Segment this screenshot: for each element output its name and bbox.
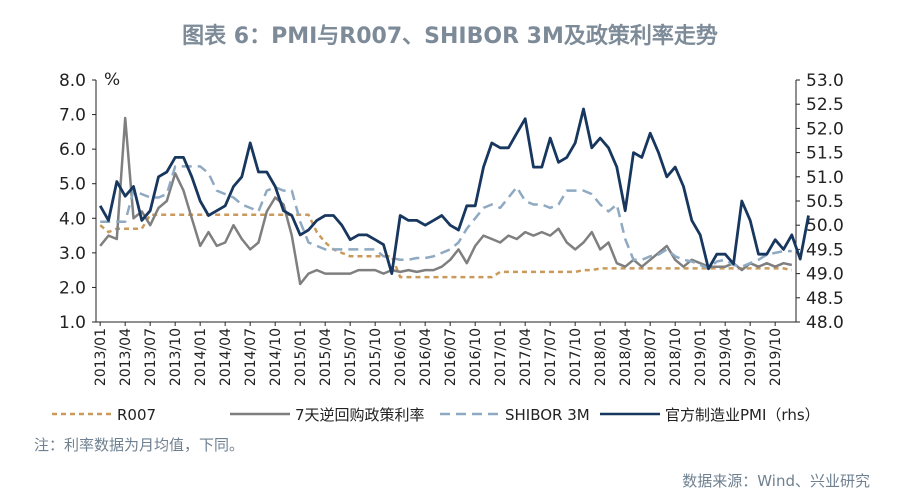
x-tick-label: 2014/07 <box>243 328 259 386</box>
series-group <box>98 107 810 286</box>
left-tick-label: 2.0 <box>59 278 86 298</box>
x-tick-label: 2014/01 <box>193 328 209 386</box>
x-tick-label: 2019/01 <box>693 328 709 386</box>
legend-label-R007: R007 <box>117 406 156 424</box>
right-tick-label: 51.5 <box>806 144 844 164</box>
x-tick-label: 2016/01 <box>393 328 409 386</box>
x-tick-label: 2013/10 <box>168 328 184 386</box>
left-tick-label: 8.0 <box>59 71 86 91</box>
x-tick-label: 2016/10 <box>468 328 484 386</box>
x-tick-label: 2018/07 <box>643 328 659 386</box>
x-tick-label: 2014/04 <box>218 328 234 386</box>
shibor-3m-line <box>100 165 792 270</box>
x-tick-label: 2019/04 <box>718 328 734 386</box>
x-tick-label: 2017/01 <box>493 328 509 386</box>
x-tick-label: 2018/01 <box>593 328 609 386</box>
right-tick-label: 52.0 <box>806 119 844 139</box>
x-tick-label: 2016/07 <box>443 328 459 386</box>
left-tick-label: 5.0 <box>59 175 86 195</box>
right-tick-label: 49.0 <box>806 265 844 285</box>
right-tick-label: 50.0 <box>806 216 844 236</box>
x-tick-label: 2019/10 <box>768 328 784 386</box>
x-tick-label: 2013/07 <box>143 328 159 386</box>
left-tick-label: 1.0 <box>59 313 86 333</box>
left-tick-label: 3.0 <box>59 244 86 264</box>
x-tick-label: 2017/10 <box>568 328 584 386</box>
right-tick-label: 52.5 <box>806 95 844 115</box>
x-tick-label: 2018/10 <box>668 328 684 386</box>
r007-line <box>99 213 793 279</box>
x-tick-label: 2019/07 <box>743 328 759 386</box>
x-tick-label: 2015/07 <box>343 328 359 386</box>
x-tick-label: 2015/04 <box>318 328 334 386</box>
legend: R007 7天逆回购政策利率 SHIBOR 3M 官方制造业PMI（rhs） <box>52 406 820 424</box>
legend-label-policy: 7天逆回购政策利率 <box>295 406 425 424</box>
right-tick-label: 50.5 <box>806 192 844 212</box>
x-tick-label: 2014/10 <box>268 328 284 386</box>
right-tick-label: 48.0 <box>806 313 844 333</box>
x-tick-label: 2015/01 <box>293 328 309 386</box>
x-tick-label: 2018/04 <box>618 328 634 386</box>
legend-label-pmi: 官方制造业PMI（rhs） <box>665 406 820 424</box>
right-tick-label: 51.0 <box>806 168 844 188</box>
axes: 1.0 2.0 3.0 4.0 5.0 6.0 7.0 8.0 % 48.0 48.5 49.0 49.… <box>59 70 844 386</box>
x-tick-label: 2013/04 <box>118 328 134 386</box>
pmi-line <box>98 107 810 276</box>
left-tick-label: 6.0 <box>59 140 86 160</box>
right-tick-label: 49.5 <box>806 240 844 260</box>
source-note: 数据来源：Wind、兴业研究 <box>682 472 870 490</box>
left-axis-unit: % <box>104 70 120 90</box>
left-tick-label: 7.0 <box>59 106 86 126</box>
legend-label-shibor: SHIBOR 3M <box>505 406 590 424</box>
x-tick-label: 2015/10 <box>368 328 384 386</box>
footnote: 注：利率数据为月均值，下同。 <box>34 436 245 454</box>
x-tick-label: 2013/01 <box>93 328 109 386</box>
x-tick-label: 2017/04 <box>518 328 534 386</box>
policy-rate-line <box>99 116 793 286</box>
right-tick-label: 48.5 <box>806 289 844 309</box>
left-tick-label: 4.0 <box>59 209 86 229</box>
right-tick-label: 53.0 <box>806 71 844 91</box>
x-tick-label: 2017/07 <box>543 328 559 386</box>
chart-title: 图表 6：PMI与R007、SHIBOR 3M及政策利率走势 <box>182 24 718 49</box>
x-tick-label: 2016/04 <box>418 328 434 386</box>
